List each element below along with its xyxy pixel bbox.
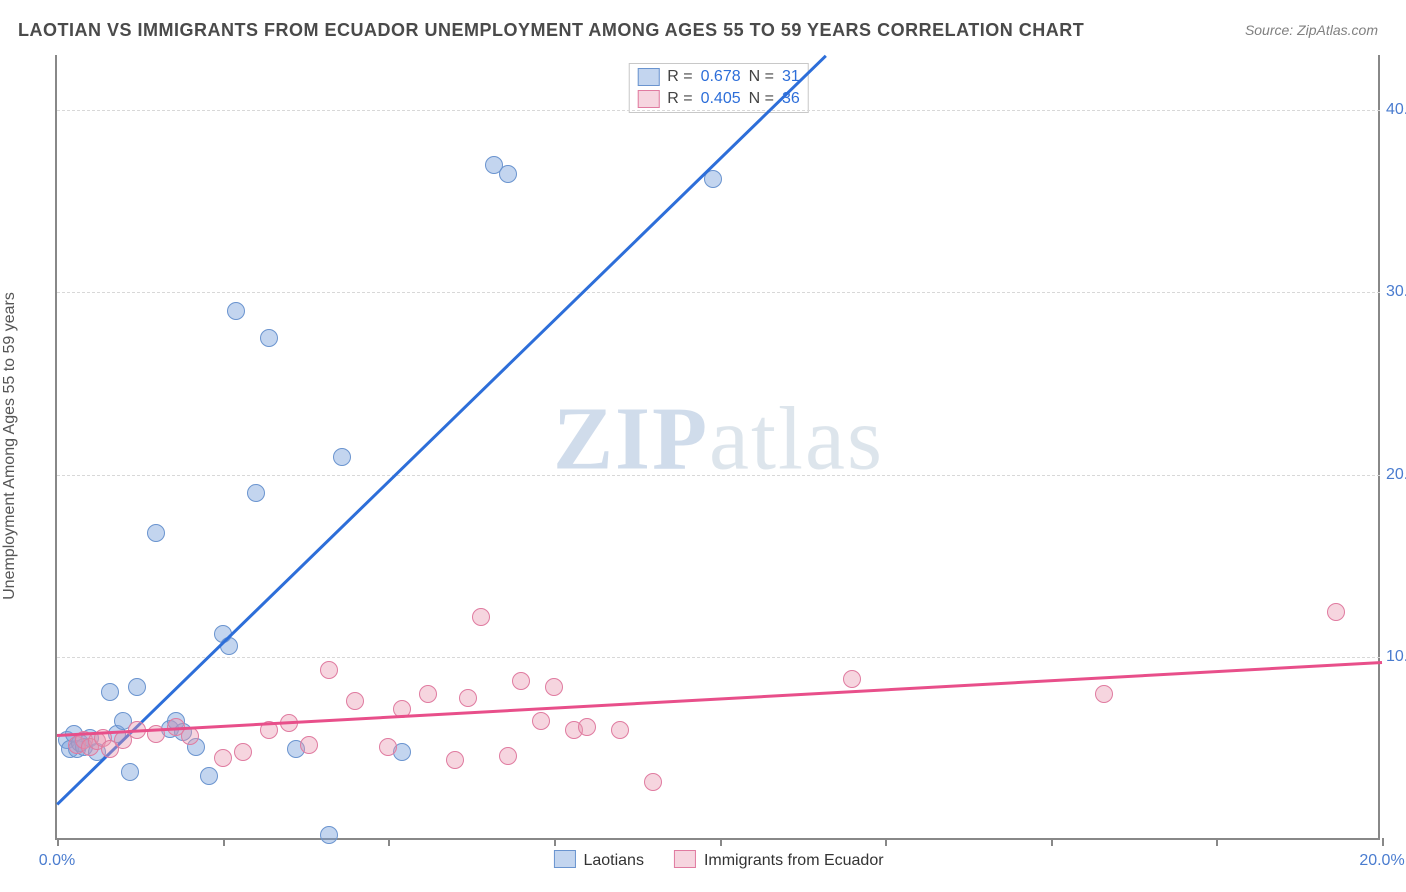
x-tick-mark	[885, 838, 887, 846]
legend-r-value: 0.678	[701, 68, 741, 86]
data-point	[611, 721, 629, 739]
y-tick-label: 20.0%	[1386, 466, 1406, 484]
data-point	[181, 727, 199, 745]
data-point	[843, 670, 861, 688]
gridline-h	[57, 292, 1380, 293]
x-tick-label: 0.0%	[39, 852, 75, 870]
data-point	[320, 661, 338, 679]
legend-bottom: Laotians Immigrants from Ecuador	[553, 850, 883, 870]
x-tick-mark	[388, 838, 390, 846]
gridline-h	[57, 110, 1380, 111]
data-point	[499, 747, 517, 765]
chart-title: LAOTIAN VS IMMIGRANTS FROM ECUADOR UNEMP…	[18, 20, 1084, 41]
y-tick-label: 30.0%	[1386, 283, 1406, 301]
data-point	[545, 678, 563, 696]
plot-right-border	[1378, 55, 1380, 838]
gridline-h	[57, 475, 1380, 476]
y-axis-label: Unemployment Among Ages 55 to 59 years	[1, 292, 19, 600]
y-tick-label: 40.0%	[1386, 101, 1406, 119]
legend-stats-box: R =0.678N =31R =0.405N =36	[628, 63, 809, 113]
gridline-h	[57, 657, 1380, 658]
data-point	[1327, 603, 1345, 621]
data-point	[128, 678, 146, 696]
legend-swatch	[637, 68, 659, 86]
legend-r-value: 0.405	[701, 90, 741, 108]
data-point	[499, 165, 517, 183]
legend-n-label: N =	[749, 68, 774, 86]
data-point	[644, 773, 662, 791]
legend-swatch	[674, 850, 696, 868]
data-point	[333, 448, 351, 466]
x-tick-mark	[1382, 838, 1384, 846]
legend-item: Immigrants from Ecuador	[674, 850, 884, 870]
data-point	[419, 685, 437, 703]
plot-area: ZIPatlas R =0.678N =31R =0.405N =36 Laot…	[55, 55, 1380, 840]
legend-swatch	[637, 90, 659, 108]
data-point	[214, 749, 232, 767]
watermark-zip: ZIP	[553, 389, 709, 488]
y-tick-label: 10.0%	[1386, 648, 1406, 666]
x-tick-mark	[57, 838, 59, 846]
data-point	[532, 712, 550, 730]
source-label: Source: ZipAtlas.com	[1245, 22, 1378, 38]
data-point	[379, 738, 397, 756]
data-point	[121, 763, 139, 781]
chart-container: LAOTIAN VS IMMIGRANTS FROM ECUADOR UNEMP…	[0, 0, 1406, 892]
data-point	[1095, 685, 1113, 703]
legend-item: Laotians	[553, 850, 644, 870]
legend-label: Immigrants from Ecuador	[704, 852, 884, 869]
legend-r-label: R =	[667, 90, 692, 108]
data-point	[446, 751, 464, 769]
trendline	[56, 55, 826, 805]
data-point	[200, 767, 218, 785]
data-point	[101, 683, 119, 701]
data-point	[346, 692, 364, 710]
legend-n-label: N =	[749, 90, 774, 108]
x-tick-mark	[1051, 838, 1053, 846]
data-point	[247, 484, 265, 502]
data-point	[459, 689, 477, 707]
x-tick-mark	[1216, 838, 1218, 846]
x-tick-mark	[223, 838, 225, 846]
x-tick-mark	[720, 838, 722, 846]
data-point	[227, 302, 245, 320]
x-tick-label: 20.0%	[1359, 852, 1404, 870]
data-point	[320, 826, 338, 844]
data-point	[260, 329, 278, 347]
data-point	[578, 718, 596, 736]
legend-r-label: R =	[667, 68, 692, 86]
x-tick-mark	[554, 838, 556, 846]
data-point	[512, 672, 530, 690]
watermark-atlas: atlas	[709, 389, 884, 488]
data-point	[147, 524, 165, 542]
trendline	[57, 661, 1382, 737]
data-point	[472, 608, 490, 626]
data-point	[300, 736, 318, 754]
legend-swatch	[553, 850, 575, 868]
data-point	[234, 743, 252, 761]
legend-label: Laotians	[583, 852, 644, 869]
